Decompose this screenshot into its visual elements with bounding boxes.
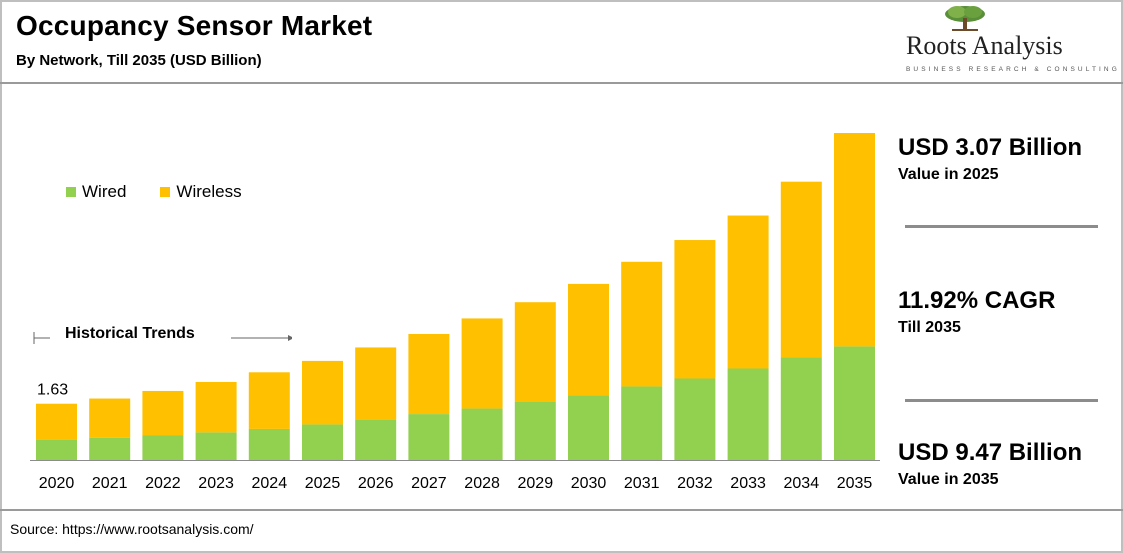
legend-item-wired: Wired — [66, 182, 126, 202]
kpi-cagr-caption: Till 2035 — [898, 319, 961, 336]
footer-divider — [0, 509, 1123, 511]
bar-wireless-2029 — [514, 302, 556, 402]
x-tick-label: 2031 — [624, 475, 660, 492]
kpi-divider-2 — [905, 399, 1098, 402]
historical-trends-annotation: Historical Trends — [32, 324, 292, 348]
logo-tagline: BUSINESS RESEARCH & CONSULTING — [906, 66, 1120, 73]
bar-wireless-2023 — [195, 381, 237, 433]
bar-wired-2028 — [461, 408, 503, 460]
kpi-value-2035-caption: Value in 2035 — [898, 471, 999, 488]
bar-wired-2027 — [408, 414, 450, 460]
x-tick-label: 2022 — [145, 475, 181, 492]
x-tick-label: 2034 — [784, 475, 820, 492]
kpi-divider-1 — [905, 225, 1098, 228]
logo-name: Roots Analysis — [906, 31, 1063, 60]
bar-wireless-2021 — [89, 398, 131, 438]
bar-wireless-2028 — [461, 318, 503, 409]
bar-wired-2034 — [780, 357, 822, 460]
bar-wired-2022 — [142, 435, 184, 460]
x-tick-label: 2035 — [837, 475, 873, 492]
legend-item-wireless: Wireless — [160, 182, 242, 202]
historical-trends-arrow-icon — [33, 332, 292, 344]
bar-wireless-2034 — [780, 181, 822, 358]
bar-wireless-2020 — [36, 403, 77, 440]
chart-legend: Wired Wireless — [66, 182, 276, 202]
bar-wireless-2031 — [621, 261, 663, 387]
tree-logo-icon — [945, 6, 985, 31]
source-note: Source: https://www.rootsanalysis.com/ — [10, 521, 254, 537]
chart-subtitle: By Network, Till 2035 (USD Billion) — [16, 52, 262, 69]
bar-wireless-2027 — [408, 333, 450, 415]
bar-wireless-2033 — [727, 215, 769, 369]
historical-trends-label: Historical Trends — [65, 325, 195, 342]
bar-wireless-2025 — [302, 360, 343, 425]
bar-wired-2032 — [674, 378, 716, 460]
kpi-value-2025: USD 3.07 Billion Value in 2025 — [898, 134, 1082, 184]
kpi-value-2035: USD 9.47 Billion Value in 2035 — [898, 439, 1082, 489]
x-tick-label: 2032 — [677, 475, 713, 492]
stacked-bar-chart: 2020 2021 2022 2023 2024 2025 2026 2027 2028 2029… — [30, 133, 880, 492]
bar-wired-2020 — [36, 439, 77, 460]
bar-wired-2031 — [621, 386, 663, 460]
kpi-value-2035-amount: USD 9.47 Billion — [898, 439, 1083, 466]
x-tick-label: 2033 — [730, 475, 766, 492]
x-tick-label: 2024 — [252, 475, 288, 492]
legend-label-wireless: Wireless — [176, 182, 242, 201]
bar-wireless-2035 — [834, 133, 875, 347]
legend-label-wired: Wired — [82, 182, 127, 201]
bar-wired-2030 — [568, 395, 609, 460]
header-divider — [0, 82, 1123, 84]
kpi-cagr-amount: 11.92% CAGR — [898, 287, 1056, 314]
x-tick-label: 2023 — [198, 475, 234, 492]
x-tick-label: 2021 — [92, 475, 128, 492]
bar-wireless-2032 — [674, 240, 716, 379]
bar-wired-2023 — [195, 432, 237, 460]
chart-title: Occupancy Sensor Market — [16, 10, 373, 41]
x-tick-label: 2028 — [464, 475, 500, 492]
bar-wired-2021 — [89, 437, 131, 460]
bar-wired-2035 — [834, 346, 875, 460]
x-tick-label: 2025 — [305, 475, 341, 492]
bar-wired-2033 — [727, 368, 769, 460]
x-tick-label: 2026 — [358, 475, 394, 492]
kpi-value-2025-caption: Value in 2025 — [898, 166, 999, 183]
data-label-2020: 1.63 — [37, 382, 68, 399]
roots-analysis-logo: Roots Analysis BUSINESS RESEARCH & CONSU… — [900, 4, 1117, 76]
bar-wired-2029 — [514, 401, 556, 460]
legend-swatch-wired — [66, 187, 76, 197]
bar-wired-2025 — [302, 424, 343, 460]
x-tick-label: 2030 — [571, 475, 607, 492]
kpi-cagr: 11.92% CAGR Till 2035 — [898, 287, 1055, 337]
bar-wireless-2030 — [568, 283, 609, 396]
x-tick-label: 2020 — [39, 475, 75, 492]
x-tick-label: 2027 — [411, 475, 447, 492]
bar-wireless-2024 — [248, 372, 290, 429]
legend-swatch-wireless — [160, 187, 171, 197]
bar-wireless-2026 — [355, 347, 397, 420]
bar-wireless-2022 — [142, 390, 184, 436]
bar-wired-2024 — [248, 428, 290, 460]
x-tick-label: 2029 — [518, 475, 554, 492]
kpi-value-2025-amount: USD 3.07 Billion — [898, 134, 1083, 161]
bar-wired-2026 — [355, 419, 397, 460]
